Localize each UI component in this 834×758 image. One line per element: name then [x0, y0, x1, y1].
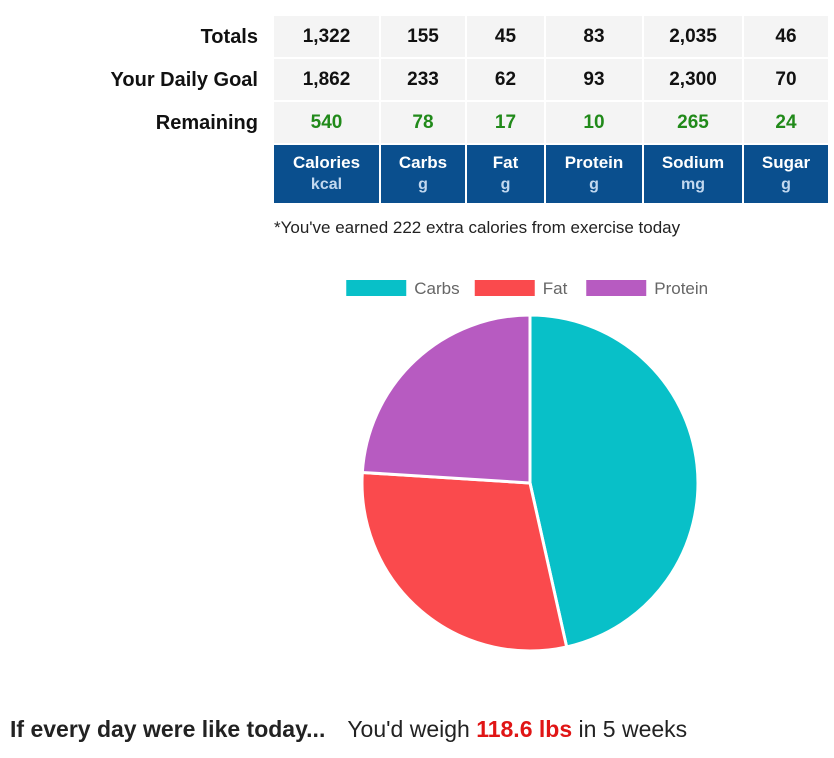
remaining-carbs: 78: [381, 102, 467, 145]
projection-lead: If every day were like today...: [10, 716, 326, 742]
header-blank-cell: [0, 145, 274, 205]
totals-label: Totals: [0, 16, 274, 59]
totals-calories: 1,322: [274, 16, 381, 59]
remaining-label: Remaining: [0, 102, 274, 145]
totals-fat: 45: [467, 16, 546, 59]
legend-label-carbs[interactable]: Carbs: [414, 279, 459, 298]
column-header-sugar: Sugar g: [744, 145, 830, 205]
column-unit: g: [781, 176, 791, 193]
goal-sodium: 2,300: [644, 59, 744, 102]
column-name: Calories: [292, 153, 361, 172]
totals-carbs: 155: [381, 16, 467, 59]
remaining-protein: 10: [546, 102, 644, 145]
goal-calories: 1,862: [274, 59, 381, 102]
legend-swatch-protein[interactable]: [586, 280, 647, 296]
goal-sugar: 70: [744, 59, 830, 102]
legend-label-fat[interactable]: Fat: [543, 279, 568, 298]
column-unit: g: [500, 176, 511, 193]
column-header-protein: Protein g: [546, 145, 644, 205]
column-unit: g: [418, 176, 428, 193]
nutrition-summary-table: Totals 1,322 155 45 83 2,035 46 Your Dai…: [0, 16, 830, 205]
daily-goal-label: Your Daily Goal: [0, 59, 274, 102]
projection-suffix: in 5 weeks: [578, 716, 688, 742]
totals-protein: 83: [546, 16, 644, 59]
projected-weight: 118.6 lbs: [476, 716, 573, 742]
goal-protein: 93: [546, 59, 644, 102]
exercise-calories-note: *You've earned 222 extra calories from e…: [274, 218, 681, 237]
column-name: Sodium: [661, 153, 725, 172]
pie-slice-carbs[interactable]: [528, 313, 700, 649]
column-header-row: Calories kcal Carbs g Fat g Protein g So…: [0, 145, 830, 205]
remaining-calories: 540: [274, 102, 381, 145]
legend-label-protein[interactable]: Protein: [654, 279, 708, 298]
column-name: Fat: [492, 153, 519, 172]
column-header-calories: Calories kcal: [274, 145, 381, 205]
remaining-sodium: 265: [644, 102, 744, 145]
column-name: Protein: [564, 153, 624, 172]
legend-swatch-carbs[interactable]: [346, 280, 407, 296]
goal-carbs: 233: [381, 59, 467, 102]
legend-swatch-fat[interactable]: [474, 280, 535, 296]
projection-prefix: You'd weigh: [347, 716, 470, 742]
column-unit: g: [589, 176, 599, 193]
totals-row: Totals 1,322 155 45 83 2,035 46: [0, 16, 830, 59]
column-header-fat: Fat g: [467, 145, 546, 205]
remaining-fat: 17: [467, 102, 546, 145]
column-unit: mg: [681, 176, 705, 193]
column-unit: kcal: [310, 176, 343, 193]
pie-slice-fat[interactable]: [360, 470, 569, 653]
remaining-sugar: 24: [744, 102, 830, 145]
column-name: Sugar: [761, 153, 811, 172]
weight-projection: If every day were like today... You'd we…: [10, 716, 687, 743]
column-header-carbs: Carbs g: [381, 145, 467, 205]
goal-fat: 62: [467, 59, 546, 102]
column-name: Carbs: [398, 153, 448, 172]
column-header-sodium: Sodium mg: [644, 145, 744, 205]
macro-pie-chart: Carbs Fat Protein: [346, 279, 708, 653]
totals-sugar: 46: [744, 16, 830, 59]
pie-slice-protein[interactable]: [360, 313, 532, 485]
remaining-row: Remaining 540 78 17 10 265 24: [0, 102, 830, 145]
totals-sodium: 2,035: [644, 16, 744, 59]
daily-goal-row: Your Daily Goal 1,862 233 62 93 2,300 70: [0, 59, 830, 102]
